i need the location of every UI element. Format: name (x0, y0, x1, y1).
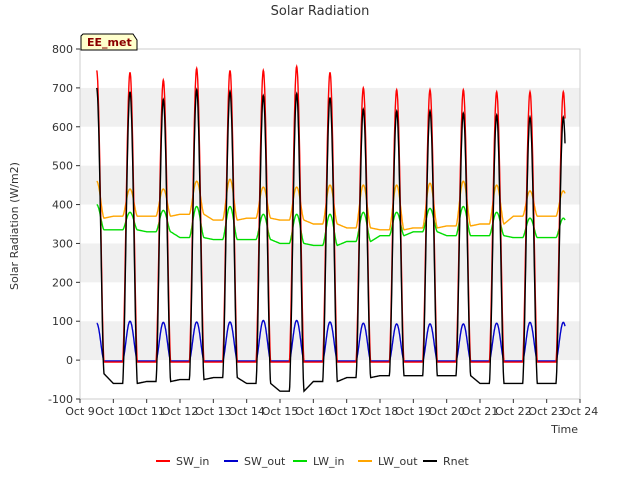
badge-text: EE_met (87, 36, 132, 49)
legend-label-lw-in: LW_in (313, 455, 345, 468)
y-axis-label: Solar Radiation (W/m2) (8, 162, 21, 290)
plot-frame (79, 48, 581, 400)
x-tick-label: Oct 23 (528, 405, 565, 418)
grid-band (80, 87, 580, 127)
series-lines (96, 63, 566, 393)
x-tick-label: Oct 24 (562, 405, 599, 418)
y-tick-label: -100 (48, 393, 73, 406)
y-tick-label: 100 (52, 315, 73, 328)
series-line-lw-out (96, 178, 566, 231)
grid-band (80, 321, 580, 361)
x-tick-label: Oct 9 (65, 405, 95, 418)
y-tick-label: 400 (52, 199, 73, 212)
legend-label-sw-in: SW_in (176, 455, 209, 468)
x-tick-label: Oct 14 (228, 405, 265, 418)
x-tick-label: Oct 16 (295, 405, 332, 418)
series-line-sw-out (96, 319, 566, 362)
x-tick-label: Oct 13 (195, 405, 232, 418)
grid-band (80, 243, 580, 283)
y-tick-label: 200 (52, 276, 73, 289)
y-tick-label: 0 (66, 354, 73, 367)
legend-label-lw-out: LW_out (378, 455, 418, 468)
x-tick-label: Oct 19 (395, 405, 432, 418)
series-line-lw-in (96, 203, 566, 247)
legend-label-sw-out: SW_out (244, 455, 286, 468)
y-tick-label: 300 (52, 237, 73, 250)
y-tick-label: 700 (52, 82, 73, 95)
badge-box (80, 33, 138, 51)
series-line-sw-in (96, 63, 566, 363)
x-tick-label: Oct 20 (428, 405, 465, 418)
site-badge: EE_met (80, 33, 138, 51)
y-axis-ticks: -100 0 100 200 300 400 500 600 700 800 (48, 43, 80, 406)
x-tick-label: Oct 21 (462, 405, 499, 418)
legend-label-rnet: Rnet (443, 455, 469, 468)
y-tick-label: 600 (52, 121, 73, 134)
series-line-rnet (96, 87, 566, 393)
y-tick-label: 800 (52, 43, 73, 56)
x-tick-label: Oct 10 (95, 405, 132, 418)
x-tick-label: Oct 12 (162, 405, 199, 418)
x-tick-label: Oct 11 (128, 405, 165, 418)
legend: SW_in SW_out LW_in LW_out Rnet (156, 455, 469, 468)
x-tick-label: Oct 17 (328, 405, 365, 418)
x-axis-label: Time (550, 423, 578, 436)
x-tick-label: Oct 15 (262, 405, 299, 418)
x-tick-label: Oct 18 (362, 405, 399, 418)
chart-title: Solar Radiation (271, 4, 370, 19)
x-tick-label: Oct 22 (495, 405, 532, 418)
y-tick-label: 500 (52, 160, 73, 173)
